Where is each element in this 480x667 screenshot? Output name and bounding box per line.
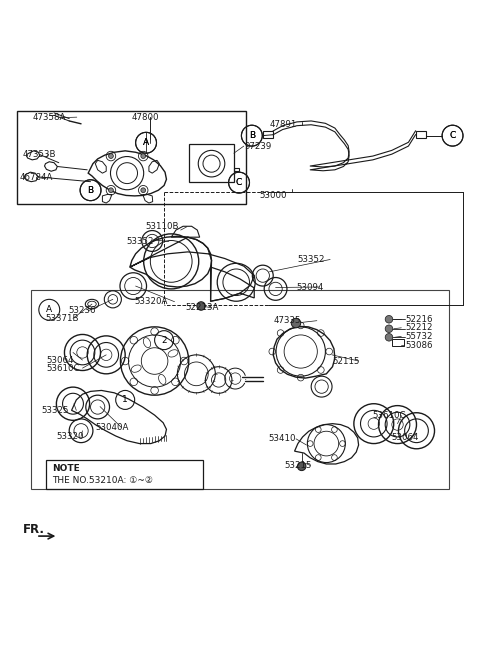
Circle shape [385, 334, 393, 341]
Text: 47891: 47891 [269, 120, 297, 129]
Text: B: B [87, 185, 94, 195]
Text: THE NO.53210A: ①~②: THE NO.53210A: ①~② [52, 476, 153, 485]
Text: C: C [449, 131, 456, 140]
Text: 53410: 53410 [268, 434, 296, 444]
Text: C: C [449, 131, 456, 140]
Circle shape [141, 188, 145, 193]
Circle shape [108, 188, 113, 193]
Text: 53320: 53320 [56, 432, 84, 441]
Bar [416, 131, 426, 138]
Text: 52213A: 52213A [185, 303, 219, 312]
Bar [189, 143, 234, 181]
Text: 53000: 53000 [259, 191, 287, 200]
Text: 53110B: 53110B [145, 222, 179, 231]
Text: 52115: 52115 [333, 357, 360, 366]
Text: 52212: 52212 [405, 323, 432, 332]
Text: FR.: FR. [23, 523, 45, 536]
Circle shape [141, 153, 145, 159]
Text: A: A [46, 305, 52, 314]
Text: 2: 2 [161, 336, 167, 345]
Text: B: B [249, 131, 255, 140]
Text: C: C [236, 178, 242, 187]
Text: 53094: 53094 [296, 283, 324, 291]
Text: 52216: 52216 [405, 315, 432, 323]
Text: 47800: 47800 [132, 113, 159, 121]
Bar [392, 339, 404, 346]
Circle shape [197, 301, 205, 310]
Text: 53215: 53215 [285, 461, 312, 470]
Text: 47358A: 47358A [32, 113, 66, 121]
Text: 53610C: 53610C [47, 364, 80, 373]
Text: 1: 1 [122, 396, 128, 404]
Text: 53325: 53325 [42, 406, 69, 415]
Circle shape [298, 462, 306, 471]
Text: 53040A: 53040A [96, 423, 129, 432]
Text: 53371B: 53371B [46, 313, 79, 323]
Bar [31, 290, 449, 489]
Bar [47, 460, 203, 489]
Bar [263, 131, 273, 138]
Text: B: B [87, 185, 94, 195]
Text: 53064: 53064 [392, 434, 420, 442]
Text: B: B [249, 131, 255, 140]
Text: 53086: 53086 [405, 341, 432, 350]
Circle shape [291, 318, 301, 327]
Circle shape [385, 315, 393, 323]
Circle shape [385, 325, 393, 333]
Text: 53236: 53236 [68, 306, 96, 315]
Text: C: C [236, 178, 242, 187]
Text: 55732: 55732 [405, 332, 432, 341]
Text: 46784A: 46784A [19, 173, 53, 182]
Text: 53352: 53352 [297, 255, 324, 264]
Text: 53064: 53064 [47, 356, 74, 365]
Text: A: A [143, 138, 149, 147]
Text: 53320A: 53320A [135, 297, 168, 306]
Circle shape [108, 153, 113, 159]
Text: 47335: 47335 [273, 316, 300, 325]
Text: NOTE: NOTE [52, 464, 80, 473]
Text: 97239: 97239 [245, 141, 272, 151]
Text: 53610C: 53610C [373, 411, 407, 420]
Text: A: A [143, 138, 149, 147]
Text: 53352: 53352 [126, 237, 154, 246]
Bar [17, 111, 246, 204]
Text: 47353B: 47353B [23, 149, 56, 159]
